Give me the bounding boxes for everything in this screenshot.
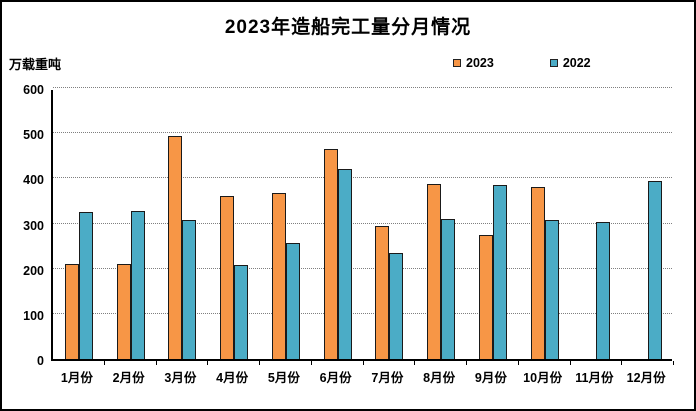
- bar-group-7月份: [364, 90, 416, 359]
- bar-2022-6月份: [337, 168, 352, 359]
- x-axis-tick-mark: [259, 361, 260, 365]
- x-axis-tick-mark: [310, 361, 312, 365]
- gridline: [53, 267, 672, 269]
- y-axis-tick-label: 400: [23, 173, 44, 188]
- bar-2023-8月份: [427, 183, 442, 359]
- x-axis-label-10月份: 10月份: [523, 371, 563, 385]
- y-axis-tick-label: 200: [23, 263, 44, 278]
- y-axis-tick-label: 500: [23, 128, 44, 143]
- x-axis-label-11月份: 11月份: [575, 371, 614, 385]
- x-axis-tick-mark: [207, 361, 209, 365]
- bar-2022-3月份: [182, 219, 197, 359]
- x-axis-label-1月份: 1月份: [60, 371, 93, 385]
- x-axis-tick-mark: [155, 361, 157, 365]
- bar-2022-12月份: [648, 180, 663, 359]
- gridline: [53, 177, 672, 179]
- x-axis-label-7月份: 7月份: [371, 371, 404, 385]
- x-axis-tick-mark: [517, 361, 519, 365]
- bar-group-9月份: [467, 90, 519, 359]
- bar-2023-10月份: [530, 187, 545, 359]
- y-axis-tick-label: 300: [23, 218, 44, 233]
- bar-group-4月份: [208, 90, 260, 359]
- x-axis-tick-mark: [466, 361, 467, 365]
- x-axis-tick-mark: [103, 361, 105, 365]
- bar-2023-1月份: [64, 264, 79, 359]
- x-axis-label-9月份: 9月份: [474, 371, 507, 385]
- x-axis-label-2月份: 2月份: [112, 371, 145, 385]
- x-axis-label-3月份: 3月份: [164, 371, 197, 385]
- legend: 2023 2022: [453, 56, 591, 70]
- gridline: [53, 87, 672, 88]
- gridline: [53, 312, 672, 314]
- y-axis-tick-labels: 0 100 200 300 400 500 600: [2, 83, 44, 368]
- gridline: [53, 222, 672, 224]
- x-axis-tick-mark: [673, 361, 674, 365]
- bar-2022-5月份: [285, 243, 300, 359]
- bar-group-6月份: [312, 90, 364, 359]
- x-axis-tick-labels: 1月份 2月份 3月份 4月份 5月份 6月份 7月份 8月份 9月份 10月份 11月份 12月份: [51, 367, 672, 385]
- chart-title: 2023年造船完工量分月情况: [224, 17, 472, 38]
- y-axis-tick-label: 600: [23, 83, 44, 97]
- legend-item-2022: 2022: [549, 56, 591, 70]
- bar-2022-9月份: [492, 185, 507, 359]
- x-axis-tick-mark: [621, 361, 623, 365]
- x-axis-label-8月份: 8月份: [423, 371, 456, 385]
- bar-group-5月份: [260, 90, 312, 359]
- bar-group-1月份: [53, 90, 105, 359]
- bar-2022-10月份: [544, 220, 559, 359]
- bar-group-8月份: [415, 90, 467, 359]
- bar-2022-4月份: [234, 264, 249, 359]
- bar-2023-9月份: [478, 234, 493, 359]
- bar-group-11月份: [571, 90, 623, 359]
- legend-swatch-2022: [549, 59, 558, 67]
- x-axis-tick-mark: [414, 361, 416, 365]
- bar-2022-7月份: [389, 253, 404, 359]
- bar-2022-1月份: [78, 211, 93, 359]
- bar-group-2月份: [105, 90, 157, 359]
- plot-area: [51, 87, 674, 365]
- legend-label-2023: 2023: [466, 56, 494, 70]
- bar-2023-5月份: [271, 193, 286, 359]
- legend-label-2022: 2022: [562, 56, 591, 70]
- bar-2023-6月份: [323, 148, 338, 359]
- x-axis-tick-mark: [569, 361, 571, 365]
- x-axis-label-4月份: 4月份: [216, 371, 249, 385]
- y-axis-tick-label: 100: [23, 308, 44, 323]
- y-axis-unit-label: 万载重吨: [9, 57, 62, 72]
- y-axis-tick-label: 0: [37, 354, 44, 368]
- x-axis-label-5月份: 5月份: [267, 371, 300, 385]
- bar-group-10月份: [519, 90, 571, 359]
- bar-2023-2月份: [116, 263, 131, 359]
- bar-2022-11月份: [596, 222, 611, 359]
- bar-2023-3月份: [168, 135, 183, 359]
- bar-2023-7月份: [375, 225, 390, 359]
- x-axis-label-12月份: 12月份: [626, 371, 666, 385]
- bar-group-3月份: [157, 90, 209, 359]
- x-axis-label-6月份: 6月份: [319, 371, 352, 385]
- bar-2022-2月份: [130, 210, 145, 359]
- legend-swatch-2023: [453, 59, 461, 67]
- bar-2023-4月份: [220, 195, 235, 359]
- bar-group-12月份: [622, 90, 674, 359]
- x-axis-tick-mark: [362, 361, 364, 365]
- legend-item-2023: 2023: [453, 56, 494, 70]
- gridline: [53, 132, 672, 134]
- bar-2022-8月份: [441, 219, 456, 359]
